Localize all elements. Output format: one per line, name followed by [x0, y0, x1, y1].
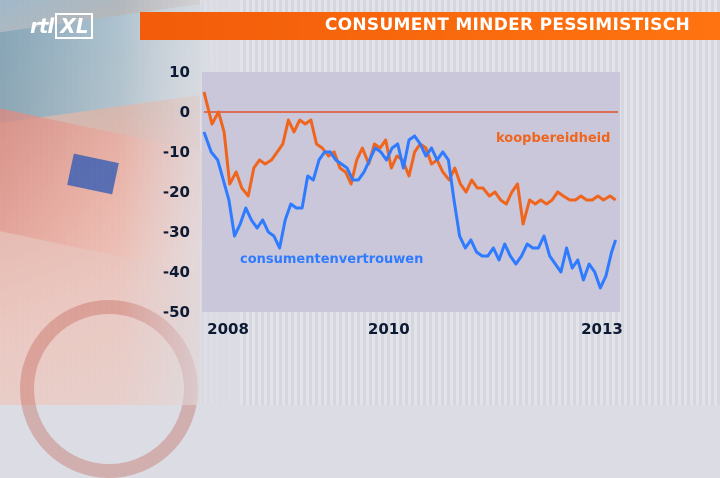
series-line-koopbereidheid: [202, 91, 617, 226]
series-group: [202, 91, 618, 290]
y-tick-label: -20: [163, 183, 190, 201]
x-tick-label: 2010: [368, 320, 410, 338]
y-tick-label: -40: [163, 263, 190, 281]
y-tick-label: 0: [180, 103, 190, 121]
x-tick-label: 2008: [207, 320, 249, 338]
channel-logo: rtl XL: [30, 10, 94, 42]
y-tick-label: 10: [169, 63, 190, 81]
title-bar: CONSUMENT MINDER PESSIMISTISCH: [140, 12, 720, 40]
logo-text: rtl: [30, 14, 54, 38]
series-line-consumentenvertrouwen: [202, 131, 618, 290]
line-chart: 10 0 -10 -20 -30 -40 -50 2008 2010 2013 koopbere…: [163, 63, 623, 338]
y-tick-label: -50: [163, 303, 190, 321]
series-label-consumentenvertrouwen: consumentenvertrouwen: [240, 252, 423, 267]
logo-xl: XL: [55, 13, 94, 39]
y-tick-label: -10: [163, 143, 190, 161]
x-axis-ticks: 2008 2010 2013: [207, 320, 623, 338]
y-tick-label: -30: [163, 223, 190, 241]
y-axis-ticks: 10 0 -10 -20 -30 -40 -50: [163, 63, 190, 321]
chart-title: CONSUMENT MINDER PESSIMISTISCH: [324, 15, 690, 35]
series-label-koopbereidheid: koopbereidheid: [496, 131, 610, 146]
x-tick-label: 2013: [581, 320, 623, 338]
